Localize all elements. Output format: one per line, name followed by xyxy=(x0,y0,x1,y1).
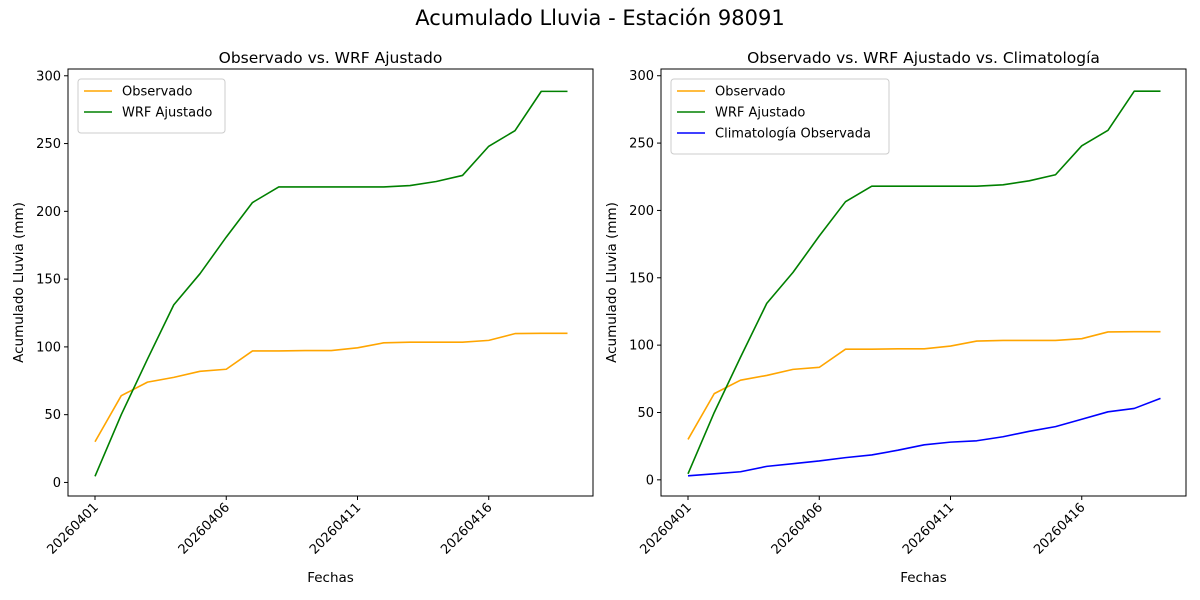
series-line-climatolog-a-observada xyxy=(687,397,1161,477)
y-tick-label: 250 xyxy=(36,137,61,152)
y-tick-label: 300 xyxy=(36,69,61,84)
legend-label: Observado xyxy=(122,85,193,100)
x-tick-label: 20260411 xyxy=(307,500,364,557)
x-tick-label: 20260406 xyxy=(769,500,826,557)
figure-title: Acumulado Lluvia - Estación 98091 xyxy=(415,6,785,30)
y-tick-label: 50 xyxy=(44,408,61,423)
legend-label: WRF Ajustado xyxy=(715,106,805,121)
y-tick-label: 100 xyxy=(629,339,654,354)
x-tick-label: 20260416 xyxy=(1031,500,1088,557)
series-line-wrf-ajustado xyxy=(94,90,568,477)
y-tick-label: 150 xyxy=(629,271,654,286)
x-axis-label-2: Fechas xyxy=(900,570,947,586)
series-line-wrf-ajustado xyxy=(687,90,1161,475)
legend-label: WRF Ajustado xyxy=(122,106,212,121)
legend-box-1 xyxy=(77,78,226,134)
x-tick-label: 20260416 xyxy=(438,500,495,557)
y-tick-label: 300 xyxy=(629,69,654,84)
plot-area-2 xyxy=(660,68,1187,497)
y-tick-label: 50 xyxy=(637,406,654,421)
legend-label: Observado xyxy=(715,85,786,100)
series-line-observado xyxy=(94,332,568,443)
y-tick-label: 150 xyxy=(36,273,61,288)
y-tick-label: 200 xyxy=(629,204,654,219)
y-axis-label-1: Acumulado Lluvia (mm) xyxy=(11,202,27,363)
y-tick-label: 0 xyxy=(646,473,654,488)
x-tick-label: 20260401 xyxy=(637,500,694,557)
legend-box-2 xyxy=(670,78,890,155)
y-axis-label-2: Acumulado Lluvia (mm) xyxy=(604,202,620,363)
legend-label: Climatología Observada xyxy=(715,127,871,142)
y-tick-label: 250 xyxy=(629,137,654,152)
y-tick-label: 0 xyxy=(53,476,61,491)
chart-title-1: Observado vs. WRF Ajustado xyxy=(219,49,443,67)
x-axis-label-1: Fechas xyxy=(307,570,354,586)
x-tick-label: 20260401 xyxy=(44,500,101,557)
series-line-observado xyxy=(687,330,1161,440)
chart-title-2: Observado vs. WRF Ajustado vs. Climatolo… xyxy=(747,49,1100,67)
x-tick-label: 20260406 xyxy=(176,500,233,557)
plot-area-1 xyxy=(67,68,594,497)
y-tick-label: 200 xyxy=(36,205,61,220)
y-tick-label: 100 xyxy=(36,340,61,355)
x-tick-label: 20260411 xyxy=(900,500,957,557)
